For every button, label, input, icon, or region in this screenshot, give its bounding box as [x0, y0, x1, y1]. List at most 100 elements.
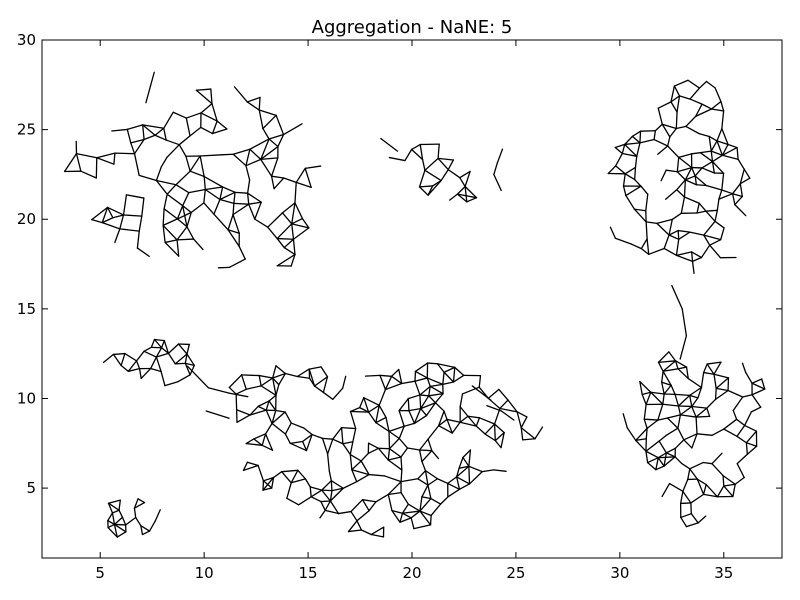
network-edge: [431, 450, 440, 460]
network-edge: [456, 467, 460, 478]
network-edge: [702, 371, 715, 375]
network-edge: [375, 421, 390, 433]
network-edge: [188, 188, 206, 194]
network-edge: [297, 469, 307, 480]
network-edge: [125, 194, 145, 199]
network-edge: [240, 374, 260, 377]
network-edge: [332, 426, 343, 440]
network-edge: [141, 530, 151, 536]
network-edge: [462, 449, 472, 459]
network-edge: [698, 202, 707, 212]
network-edge: [684, 166, 693, 181]
network-edge: [155, 352, 170, 358]
network-edge: [294, 181, 297, 204]
network-edge: [260, 157, 279, 161]
network-edge: [426, 362, 439, 365]
network-edge: [350, 510, 358, 522]
network-edge: [678, 95, 691, 100]
stray-edge: [205, 410, 230, 419]
network-edge: [650, 391, 664, 405]
network-edge: [96, 157, 115, 165]
network-edge: [658, 434, 667, 442]
network-edge: [290, 478, 307, 484]
network-edge: [233, 191, 236, 205]
network-edge: [390, 375, 403, 385]
network-edge: [310, 496, 322, 503]
network-edge: [663, 384, 672, 395]
network-edge: [676, 179, 687, 191]
network-edge: [436, 363, 456, 369]
network-edge: [641, 393, 647, 406]
network-edge: [330, 480, 344, 489]
network-edge: [714, 87, 722, 103]
network-edge: [718, 193, 734, 200]
network-edge: [417, 469, 427, 480]
network-edge: [665, 427, 679, 437]
network-edge: [228, 258, 246, 269]
network-edge: [342, 481, 358, 489]
network-edge: [106, 206, 125, 216]
network-edge: [452, 374, 465, 383]
network-edge: [112, 214, 125, 219]
network-edge: [178, 135, 191, 146]
network-edge: [413, 414, 428, 425]
network-edge: [122, 194, 128, 216]
network-edge: [421, 450, 433, 463]
network-edge: [295, 167, 306, 184]
network-edge: [313, 385, 325, 394]
network-edge: [388, 156, 406, 162]
network-edge: [761, 378, 766, 390]
network-edge: [721, 127, 729, 146]
network-edge: [367, 447, 380, 455]
network-edge: [419, 510, 432, 526]
network-edge: [75, 152, 82, 172]
network-edge: [464, 185, 468, 203]
network-edge: [257, 464, 265, 482]
network-edge: [291, 217, 304, 225]
network-edge: [107, 502, 120, 511]
network-edge: [645, 391, 652, 406]
network-edge: [385, 416, 390, 433]
network-edge: [624, 143, 638, 157]
network-edge: [257, 405, 267, 411]
network-edge: [216, 120, 228, 130]
network-edge: [645, 427, 648, 440]
network-edge: [260, 377, 274, 387]
network-edge: [711, 154, 724, 163]
network-edge: [691, 405, 697, 418]
network-edge: [260, 138, 270, 161]
network-edge: [493, 407, 501, 425]
network-edge: [111, 128, 128, 132]
network-edge: [407, 394, 421, 400]
network-edge: [674, 393, 691, 397]
network-edge: [182, 205, 192, 214]
network-edge: [410, 148, 424, 161]
network-edge: [732, 396, 744, 412]
network-edge: [621, 152, 638, 157]
network-edge: [418, 438, 429, 451]
network-edge: [675, 125, 687, 130]
network-edge: [675, 111, 678, 130]
network-edge: [359, 397, 365, 409]
network-edge: [304, 165, 322, 170]
network-edge: [160, 156, 168, 168]
network-edge: [204, 186, 224, 191]
network-edge: [750, 406, 762, 413]
network-edge: [493, 162, 498, 176]
network-edge: [454, 366, 465, 377]
network-edge: [684, 179, 697, 186]
network-edge: [668, 482, 684, 492]
network-edge: [694, 175, 707, 187]
network-edge: [401, 510, 421, 514]
network-edge: [272, 365, 277, 379]
network-edge: [669, 127, 677, 138]
network-edge: [662, 368, 679, 372]
network-edge: [249, 405, 259, 416]
network-edge: [292, 238, 296, 256]
network-edge: [420, 402, 437, 410]
network-edge: [349, 453, 353, 471]
network-edge: [398, 397, 409, 412]
network-edge: [716, 127, 723, 142]
network-edge: [459, 177, 466, 188]
network-edge: [429, 385, 444, 395]
